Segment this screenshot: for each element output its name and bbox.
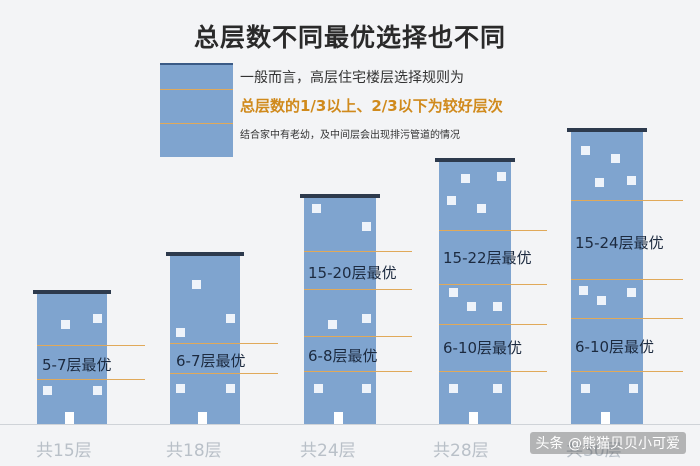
building-18-floors [170, 256, 240, 424]
window [314, 384, 323, 393]
building-roof [33, 290, 111, 294]
window [192, 280, 201, 289]
window [595, 178, 604, 187]
door [198, 412, 207, 424]
window [226, 384, 235, 393]
zone-label-optimal-upper: 15-24层最优 [575, 234, 664, 252]
legend-text-highlight: 总层数的1/3以上、2/3以下为较好层次 [240, 97, 503, 115]
zone-upper-line [304, 251, 412, 252]
window [493, 302, 502, 311]
zone-upper-line [571, 200, 683, 201]
window [176, 328, 185, 337]
window [226, 314, 235, 323]
zone-lower-line [571, 318, 683, 319]
zone-label-optimal-upper: 15-20层最优 [308, 264, 397, 282]
diagram-title: 总层数不同最优选择也不同 [193, 23, 506, 52]
building-15-floors [37, 294, 107, 424]
zone-lower-line [439, 371, 547, 372]
zone-lower-line [304, 336, 412, 337]
window [627, 176, 636, 185]
building-roof [567, 128, 647, 132]
zone-label-optimal-lower: 6-8层最优 [308, 347, 378, 365]
zone-label-optimal: 5-7层最优 [42, 356, 112, 374]
zone-label-optimal-upper: 15-22层最优 [443, 249, 532, 267]
zone-lower-line [304, 371, 412, 372]
window [93, 386, 102, 395]
window [362, 314, 371, 323]
zone-upper-line [304, 289, 412, 290]
zone-upper-line [37, 345, 145, 346]
window [629, 384, 638, 393]
legend-text-note: 结合家中有老幼，及中间层会出现排污管道的情况 [240, 130, 460, 141]
zone-lower-line [37, 379, 145, 380]
building-roof [300, 194, 380, 198]
window [328, 320, 337, 329]
zone-lower-line [571, 371, 683, 372]
zone-upper-line [439, 230, 547, 231]
ground-line [0, 424, 700, 425]
window [581, 384, 590, 393]
window [461, 174, 470, 183]
zone-label-optimal-lower: 6-10层最优 [443, 339, 523, 357]
window [497, 172, 506, 181]
zone-lower-line [170, 373, 278, 374]
zone-label-optimal-lower: 6-10层最优 [575, 338, 655, 356]
legend-text-rule: 一般而言，高层住宅楼层选择规则为 [240, 70, 464, 86]
window [467, 302, 476, 311]
window [627, 288, 636, 297]
building-24-floors [304, 198, 376, 424]
zone-upper-line [170, 343, 278, 344]
window [477, 204, 486, 213]
window [447, 196, 456, 205]
building-roof [166, 252, 244, 256]
window [61, 320, 70, 329]
window [93, 314, 102, 323]
window [176, 384, 185, 393]
zone-upper-line [571, 279, 683, 280]
window [581, 146, 590, 155]
window [362, 384, 371, 393]
window [312, 204, 321, 213]
legend-zone-line [160, 123, 233, 124]
door [334, 412, 343, 424]
window [449, 384, 458, 393]
building-28-floors [439, 162, 511, 424]
window [493, 384, 502, 393]
building-caption: 共15层 [36, 441, 92, 461]
door [469, 412, 478, 424]
building-roof [435, 158, 515, 162]
door [65, 412, 74, 424]
window [611, 154, 620, 163]
window [362, 222, 371, 231]
zone-upper-line [439, 284, 547, 285]
window [597, 296, 606, 305]
window [43, 386, 52, 395]
building-caption: 共18层 [166, 441, 222, 461]
building-caption: 共24层 [300, 441, 356, 461]
building-caption: 共30层 [566, 441, 622, 461]
zone-label-optimal: 6-7层最优 [176, 352, 246, 370]
watermark: 头条 @熊猫贝贝小可爱 [529, 432, 686, 454]
legend-zone-line [160, 89, 233, 90]
window [449, 288, 458, 297]
door [601, 412, 610, 424]
window [579, 286, 588, 295]
building-30-floors [571, 132, 643, 424]
zone-lower-line [439, 324, 547, 325]
legend-building-swatch [160, 63, 233, 157]
building-caption: 共28层 [433, 441, 489, 461]
